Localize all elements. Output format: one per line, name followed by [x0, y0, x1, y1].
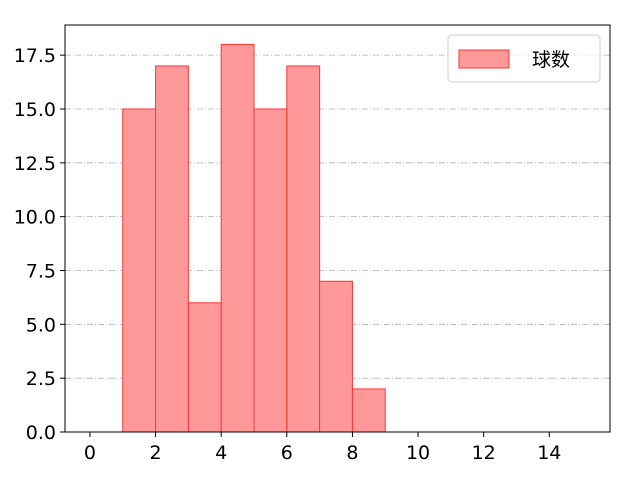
legend-box: [447, 34, 601, 83]
y-tick-label: 10.0: [14, 207, 56, 229]
x-axis: 0 2 4 6 8 10 12 14: [84, 432, 561, 464]
x-tick-label: 4: [215, 442, 227, 464]
bars: [122, 43, 386, 433]
y-tick-label: 17.5: [14, 45, 56, 67]
histogram-bar: [253, 108, 288, 433]
y-tick-label: 7.5: [26, 260, 56, 282]
x-tick-label: 14: [537, 442, 561, 464]
x-tick-label: 2: [150, 442, 162, 464]
plot-frame: [64, 24, 611, 433]
x-tick-label: 12: [472, 442, 496, 464]
y-tick-label: 12.5: [14, 153, 56, 175]
legend-swatch: [458, 49, 510, 69]
histogram-bar: [155, 65, 189, 433]
x-tick-label: 6: [281, 442, 293, 464]
y-tick-label: 0.0: [26, 422, 56, 444]
legend-label: 球数: [532, 49, 570, 71]
y-tick-label: 5.0: [26, 314, 56, 336]
x-tick-label: 10: [406, 442, 430, 464]
y-axis: 0.0 2.5 5.0 7.5 10.0 12.5 15.0 17.5: [14, 45, 65, 444]
histogram-bar: [319, 280, 353, 433]
y-tick-label: 2.5: [26, 368, 56, 390]
histogram-bar: [351, 388, 386, 433]
histogram-bar: [187, 302, 222, 433]
x-tick-label: 8: [346, 442, 358, 464]
legend: 球数: [447, 34, 601, 83]
histogram-bar: [286, 65, 321, 433]
histogram-bar: [122, 108, 157, 433]
histogram-bar: [220, 43, 255, 433]
y-tick-label: 15.0: [14, 99, 56, 121]
x-tick-label: 0: [84, 442, 96, 464]
